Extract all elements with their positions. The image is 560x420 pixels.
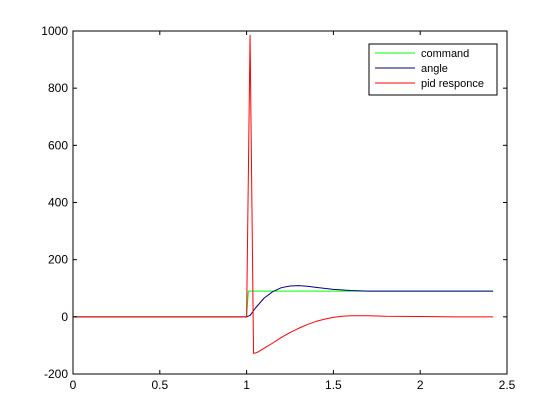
legend: command angle pid responce [368, 43, 498, 96]
x-tick-label: 2.5 [499, 378, 516, 392]
legend-label-pid-responce: pid responce [421, 78, 484, 90]
y-tick-label: 600 [48, 138, 68, 152]
legend-label-angle: angle [421, 63, 448, 75]
y-tick-label: 800 [48, 81, 68, 95]
x-tick-label: 0 [70, 378, 77, 392]
y-tick-label: 1000 [41, 24, 68, 38]
series-line-pid-responce [73, 34, 494, 354]
y-tick-label: 400 [48, 196, 68, 210]
y-tick-label: -200 [44, 367, 68, 381]
series-layer [73, 34, 494, 354]
legend-label-command: command [421, 48, 469, 60]
x-tick-label: 0.5 [151, 378, 168, 392]
y-tick-label: 200 [48, 253, 68, 267]
x-tick-label: 1 [243, 378, 250, 392]
series-line-angle [73, 285, 494, 318]
y-tick-label: 0 [61, 310, 68, 324]
x-tick-label: 2 [417, 378, 424, 392]
x-tick-label: 1.5 [325, 378, 342, 392]
